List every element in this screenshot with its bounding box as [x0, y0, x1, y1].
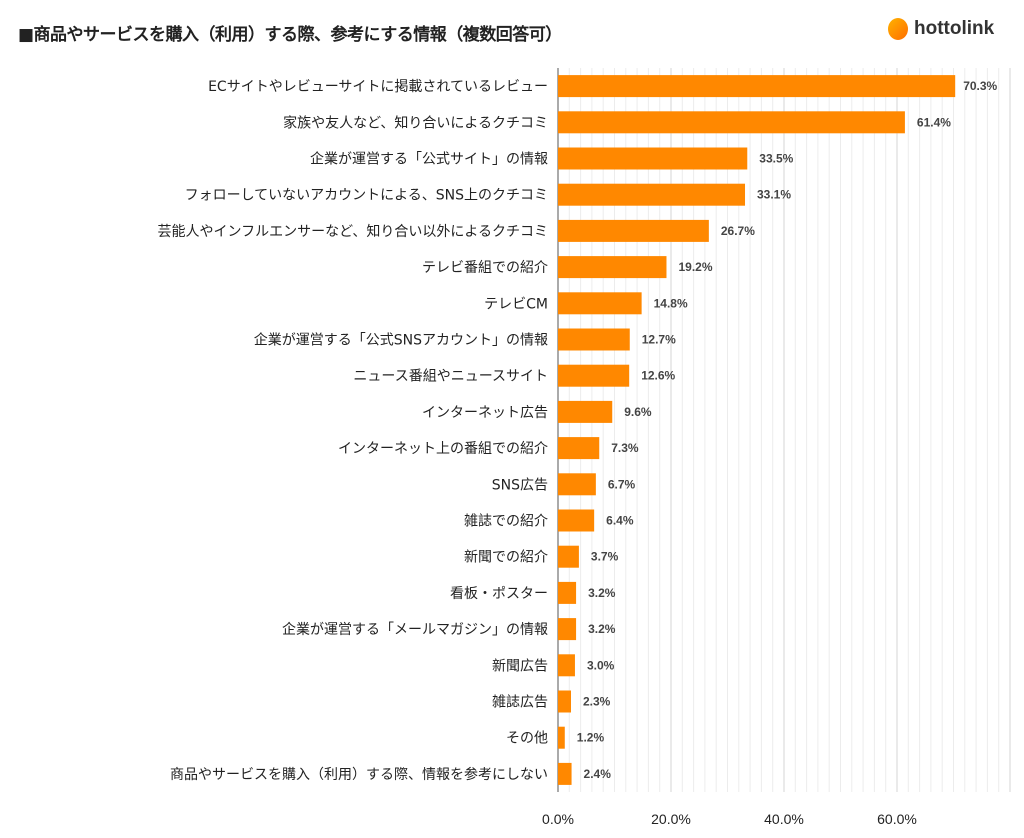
data-label: 19.2%	[678, 260, 712, 274]
x-tick-label: 0.0%	[542, 811, 574, 827]
bar	[558, 183, 746, 206]
data-label: 12.7%	[642, 333, 676, 347]
category-label: 新聞での紹介	[464, 550, 548, 566]
x-tick-label: 40.0%	[764, 811, 804, 827]
category-label: SNS広告	[492, 477, 548, 493]
bar	[558, 111, 905, 134]
data-label: 3.2%	[588, 586, 616, 600]
bar	[558, 726, 565, 749]
x-tick-label: 60.0%	[877, 811, 917, 827]
category-label: ニュース番組やニュースサイト	[353, 369, 548, 385]
data-label: 9.6%	[624, 405, 652, 419]
bar	[558, 328, 630, 351]
chart-title: ■商品やサービスを購入（利用）する際、参考にする情報（複数回答可）	[18, 25, 562, 45]
data-label: 3.2%	[588, 622, 616, 636]
category-label: 雑誌での紹介	[464, 514, 548, 530]
category-label: 商品やサービスを購入（利用）する際、情報を参考にしない	[170, 766, 548, 783]
data-label: 33.1%	[757, 188, 791, 202]
bar	[558, 292, 642, 315]
category-label: 家族や友人など、知り合いによるクチコミ	[283, 114, 548, 131]
bar	[558, 75, 956, 98]
category-label: 新聞広告	[492, 658, 548, 674]
category-label: 企業が運営する「公式SNSアカウント」の情報	[254, 332, 548, 349]
category-label: 企業が運営する「メールマガジン」の情報	[282, 621, 548, 638]
bar	[558, 581, 577, 604]
category-label: インターネット上の番組での紹介	[338, 441, 548, 457]
data-label: 2.3%	[583, 695, 611, 709]
bar	[558, 364, 630, 387]
bar	[558, 509, 595, 532]
bar	[558, 473, 596, 496]
category-label: テレビCM	[484, 296, 548, 312]
data-label: 26.7%	[721, 224, 755, 238]
bar	[558, 545, 579, 568]
data-label: 3.7%	[591, 550, 619, 564]
data-label: 12.6%	[641, 369, 675, 383]
category-label: 雑誌広告	[492, 695, 548, 711]
data-label: 70.3%	[963, 79, 997, 93]
data-label: 14.8%	[654, 296, 688, 310]
bar	[558, 618, 577, 641]
logo: hottolink	[888, 18, 994, 40]
data-label: 2.4%	[584, 767, 612, 781]
category-label: フォローしていないアカウントによる、SNS上のクチコミ	[185, 188, 548, 204]
bar	[558, 690, 571, 713]
bar	[558, 400, 613, 423]
bar	[558, 762, 572, 785]
data-label: 33.5%	[759, 152, 793, 166]
data-label: 1.2%	[577, 731, 605, 745]
category-label: その他	[506, 731, 548, 747]
bar	[558, 654, 575, 677]
category-label: 看板・ポスター	[450, 586, 548, 602]
category-label: インターネット広告	[422, 405, 548, 421]
data-label: 7.3%	[611, 441, 639, 455]
category-label: テレビ番組での紹介	[422, 260, 548, 276]
category-label: ECサイトやレビューサイトに掲載されているレビュー	[208, 79, 548, 95]
data-label: 6.7%	[608, 477, 636, 491]
category-label: 芸能人やインフルエンサーなど、知り合い以外によるクチコミ	[158, 223, 548, 240]
data-label: 6.4%	[606, 514, 634, 528]
x-tick-label: 20.0%	[651, 811, 691, 827]
logo-icon	[888, 18, 908, 40]
category-label: 企業が運営する「公式サイト」の情報	[310, 151, 548, 168]
bar	[558, 147, 748, 170]
data-label: 3.0%	[587, 658, 615, 672]
bar	[558, 256, 667, 279]
logo-text: hottolink	[914, 18, 995, 39]
bar	[558, 437, 600, 460]
data-label: 61.4%	[917, 115, 951, 129]
bar	[558, 219, 709, 242]
